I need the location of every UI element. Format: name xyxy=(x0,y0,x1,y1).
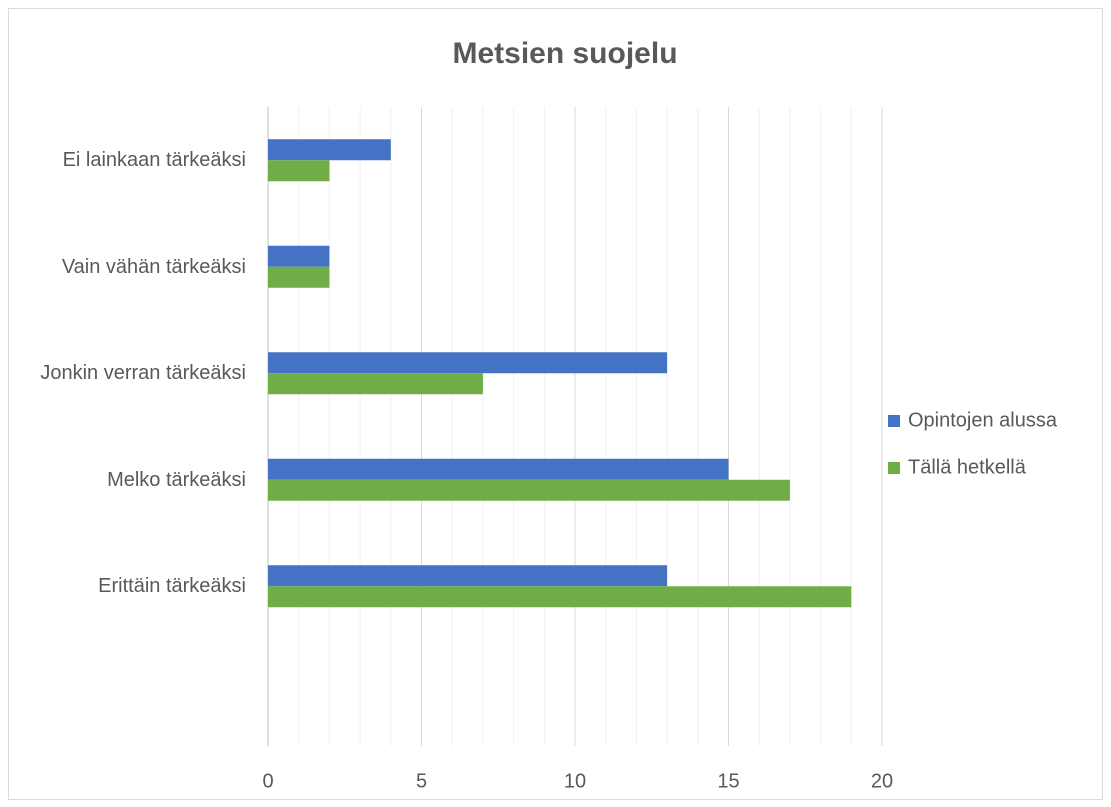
x-tick-label: 20 xyxy=(871,770,893,792)
bar xyxy=(268,266,330,288)
x-tick-label: 5 xyxy=(416,770,427,792)
y-tick-label: Vain vähän tärkeäksi xyxy=(61,255,246,278)
bar xyxy=(268,160,330,182)
y-tick-label: Erittäin tärkeäksi xyxy=(98,575,246,598)
bar xyxy=(268,458,729,480)
bar xyxy=(268,352,668,374)
category-label-box: Melko tärkeäksi xyxy=(0,440,246,520)
category-label-box: Vain vähän tärkeäksi xyxy=(0,227,246,307)
legend-label: Opintojen alussa xyxy=(908,409,1058,431)
category-label-box: Ei lainkaan tärkeäksi xyxy=(0,120,246,200)
x-tick-label: 0 xyxy=(262,770,273,792)
category-label-box: Jonkin verran tärkeäksi xyxy=(0,333,246,413)
x-tick-label: 15 xyxy=(717,770,739,792)
bar xyxy=(268,139,391,161)
bar xyxy=(268,586,852,608)
bar xyxy=(268,479,790,501)
legend-label: Tällä hetkellä xyxy=(908,456,1027,478)
y-tick-label: Melko tärkeäksi xyxy=(107,468,246,491)
legend-swatch xyxy=(888,462,900,474)
legend-swatch xyxy=(888,415,900,427)
x-tick-label: 10 xyxy=(564,770,586,792)
bar xyxy=(268,245,330,267)
category-label-box: Erittäin tärkeäksi xyxy=(0,546,246,626)
bar xyxy=(268,565,668,587)
y-tick-label: Jonkin verran tärkeäksi xyxy=(40,362,246,385)
y-tick-label: Ei lainkaan tärkeäksi xyxy=(62,149,246,172)
chart-title: Metsien suojelu xyxy=(452,37,677,70)
chart-border xyxy=(8,8,1103,800)
bar xyxy=(268,373,483,395)
